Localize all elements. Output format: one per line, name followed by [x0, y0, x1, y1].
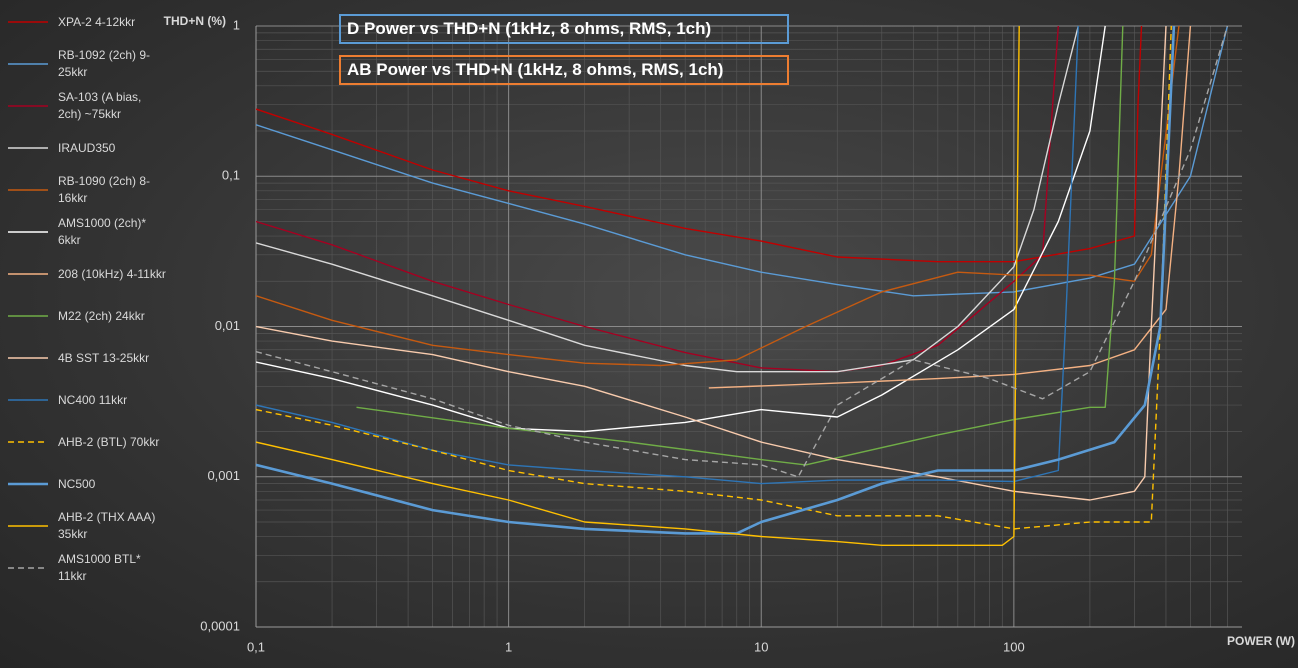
legend-label: XPA-2 4-12kkr	[58, 14, 136, 29]
y-tick-label: 0,1	[222, 168, 240, 183]
legend-entry: AHB-2 (BTL) 70kkr	[6, 434, 168, 451]
legend-swatch	[8, 567, 48, 569]
x-axis-label: POWER (W)	[1227, 634, 1295, 648]
x-tick-label: 0,1	[247, 639, 265, 654]
legend-label: SA-103 (A bias, 2ch) ~75kkr	[58, 90, 142, 121]
x-tick-label: 1	[505, 639, 512, 654]
legend-label: RB-1092 (2ch) 9-25kkr	[58, 48, 151, 79]
legend-swatch	[8, 147, 48, 149]
y-tick-label: 1	[233, 17, 240, 32]
legend-swatch	[8, 21, 48, 23]
y-tick-label: 0,01	[215, 318, 240, 333]
legend-label: AMS1000 (2ch)* 6kkr	[58, 216, 147, 247]
series-line	[256, 25, 1229, 478]
legend-entry: 208 (10kHz) 4-11kkr	[6, 266, 168, 283]
legend-entry: SA-103 (A bias, 2ch) ~75kkr	[6, 89, 168, 123]
chart-title: D Power vs THD+N (1kHz, 8 ohms, RMS, 1ch…	[339, 14, 789, 44]
legend-label: NC400 11kkr	[58, 392, 128, 407]
legend-entry: RB-1090 (2ch) 8-16kkr	[6, 173, 168, 207]
series-line	[256, 25, 1143, 263]
legend-label: IRAUD350	[58, 140, 116, 155]
legend-swatch	[8, 63, 48, 65]
legend-swatch	[8, 441, 48, 443]
legend-label: AHB-2 (THX AAA) 35kkr	[58, 510, 156, 541]
legend-entry: IRAUD350	[6, 140, 168, 157]
legend-entry: AHB-2 (THX AAA) 35kkr	[6, 509, 168, 543]
x-tick-label: 100	[1003, 639, 1025, 654]
legend-entry: 4B SST 13-25kkr	[6, 350, 168, 367]
legend-entry: XPA-2 4-12kkr	[6, 14, 168, 31]
y-tick-label: 0,0001	[200, 618, 240, 633]
legend-entry: RB-1092 (2ch) 9-25kkr	[6, 47, 168, 81]
legend-swatch	[8, 315, 48, 317]
series-line	[356, 25, 1124, 466]
legend-swatch	[8, 399, 48, 401]
legend-swatch	[8, 525, 48, 527]
legend-swatch	[8, 482, 48, 486]
legend-entry: AMS1000 (2ch)* 6kkr	[6, 215, 168, 249]
legend-entry: AMS1000 BTL* 11kkr	[6, 551, 168, 585]
legend-label: M22 (2ch) 24kkr	[58, 308, 145, 323]
legend-label: NC500	[58, 476, 96, 491]
series-line	[256, 25, 1172, 530]
series-line	[256, 25, 1176, 535]
legend-label: AMS1000 BTL* 11kkr	[58, 552, 141, 583]
legend-entry: NC400 11kkr	[6, 392, 168, 409]
series-line	[256, 25, 1020, 546]
series-line	[708, 25, 1192, 389]
legend-label: RB-1090 (2ch) 8-16kkr	[58, 174, 151, 205]
legend-swatch	[8, 105, 48, 107]
legend-swatch	[8, 273, 48, 275]
legend-entry: NC500	[6, 476, 168, 493]
y-tick-label: 0,001	[207, 468, 240, 483]
chart-title: AB Power vs THD+N (1kHz, 8 ohms, RMS, 1c…	[339, 55, 789, 85]
series-line	[256, 25, 1229, 297]
series-line	[256, 25, 1079, 373]
series-line	[256, 25, 1180, 367]
x-tick-label: 10	[754, 639, 768, 654]
series-line	[256, 25, 1167, 501]
legend-swatch	[8, 357, 48, 359]
legend-swatch	[8, 189, 48, 191]
legend-label: AHB-2 (BTL) 70kkr	[58, 434, 160, 449]
legend-label: 4B SST 13-25kkr	[58, 350, 150, 365]
legend-entry: M22 (2ch) 24kkr	[6, 308, 168, 325]
legend-swatch	[8, 231, 48, 233]
legend-label: 208 (10kHz) 4-11kkr	[58, 266, 166, 281]
y-axis-label: THD+N (%)	[164, 14, 226, 28]
legend: XPA-2 4-12kkr RB-1092 (2ch) 9-25kkr SA-103…	[0, 0, 240, 668]
series-line	[256, 25, 1106, 433]
